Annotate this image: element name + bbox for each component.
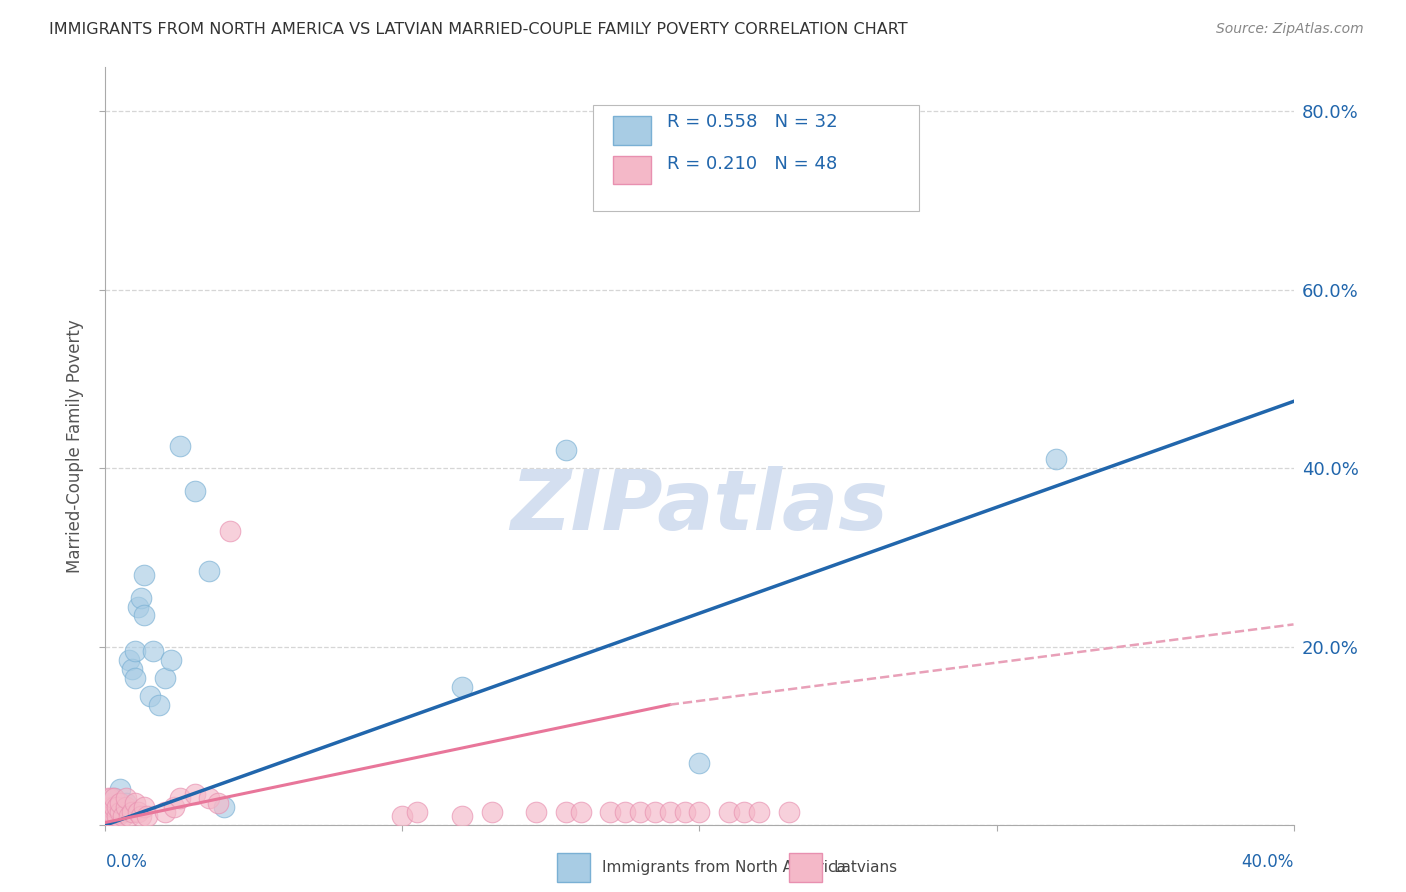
Text: R = 0.558   N = 32: R = 0.558 N = 32 bbox=[668, 113, 838, 131]
Point bbox=[118, 809, 141, 823]
Text: 40.0%: 40.0% bbox=[1241, 853, 1294, 871]
Point bbox=[129, 809, 152, 823]
Point bbox=[132, 608, 155, 623]
Point bbox=[207, 796, 229, 810]
Point bbox=[127, 805, 149, 819]
Text: 0.0%: 0.0% bbox=[105, 853, 148, 871]
Text: R = 0.210   N = 48: R = 0.210 N = 48 bbox=[668, 155, 838, 173]
Point bbox=[129, 591, 152, 605]
Point bbox=[183, 787, 205, 801]
Point bbox=[689, 756, 711, 770]
Point bbox=[406, 805, 429, 819]
Point bbox=[103, 791, 125, 805]
Point bbox=[110, 800, 132, 814]
Point bbox=[169, 791, 191, 805]
Point bbox=[110, 805, 132, 819]
Point bbox=[112, 809, 135, 823]
Point bbox=[450, 680, 472, 694]
Point bbox=[115, 796, 138, 810]
Point bbox=[142, 644, 165, 658]
Point bbox=[673, 805, 696, 819]
Point bbox=[183, 483, 205, 498]
Point bbox=[100, 800, 122, 814]
Point bbox=[97, 814, 120, 828]
Point bbox=[132, 800, 155, 814]
Point bbox=[97, 800, 120, 814]
Point bbox=[554, 443, 576, 458]
Point bbox=[100, 809, 122, 823]
Point bbox=[778, 805, 800, 819]
Point bbox=[100, 800, 122, 814]
Point bbox=[103, 800, 125, 814]
Text: IMMIGRANTS FROM NORTH AMERICA VS LATVIAN MARRIED-COUPLE FAMILY POVERTY CORRELATI: IMMIGRANTS FROM NORTH AMERICA VS LATVIAN… bbox=[49, 22, 908, 37]
Point bbox=[115, 791, 138, 805]
FancyBboxPatch shape bbox=[613, 155, 651, 185]
Point bbox=[718, 805, 741, 819]
Point bbox=[569, 805, 592, 819]
Text: ZIPatlas: ZIPatlas bbox=[510, 467, 889, 547]
Point bbox=[110, 782, 132, 797]
Point bbox=[628, 805, 651, 819]
Point bbox=[198, 791, 221, 805]
Point bbox=[658, 805, 681, 819]
FancyBboxPatch shape bbox=[592, 105, 920, 211]
Point bbox=[112, 805, 135, 819]
Point bbox=[214, 800, 236, 814]
Point bbox=[169, 439, 191, 453]
Point bbox=[524, 805, 547, 819]
Point bbox=[124, 796, 146, 810]
Text: Latvians: Latvians bbox=[834, 860, 898, 875]
Point bbox=[391, 809, 413, 823]
Point bbox=[614, 805, 637, 819]
Point bbox=[748, 805, 770, 819]
Point bbox=[481, 805, 503, 819]
Point bbox=[198, 564, 221, 578]
Point bbox=[97, 791, 120, 805]
Point bbox=[219, 524, 242, 538]
FancyBboxPatch shape bbox=[789, 853, 823, 882]
Point bbox=[689, 805, 711, 819]
Point bbox=[139, 689, 162, 703]
Point bbox=[121, 805, 143, 819]
FancyBboxPatch shape bbox=[613, 116, 651, 145]
Point bbox=[644, 805, 666, 819]
Point bbox=[153, 671, 176, 685]
Point bbox=[127, 599, 149, 614]
Point bbox=[599, 805, 621, 819]
Point bbox=[97, 809, 120, 823]
Point bbox=[100, 814, 122, 828]
Point bbox=[124, 644, 146, 658]
Point bbox=[103, 809, 125, 823]
Point bbox=[105, 800, 128, 814]
Point bbox=[105, 800, 128, 814]
Point bbox=[136, 809, 159, 823]
Point bbox=[103, 791, 125, 805]
Point bbox=[100, 791, 122, 805]
Text: Source: ZipAtlas.com: Source: ZipAtlas.com bbox=[1216, 22, 1364, 37]
Point bbox=[118, 653, 141, 667]
Point bbox=[115, 800, 138, 814]
Point bbox=[132, 568, 155, 582]
Point bbox=[733, 805, 755, 819]
Point bbox=[153, 805, 176, 819]
Point bbox=[554, 805, 576, 819]
Point bbox=[159, 653, 181, 667]
Point bbox=[97, 796, 120, 810]
FancyBboxPatch shape bbox=[557, 853, 591, 882]
Point bbox=[163, 800, 186, 814]
Point bbox=[105, 809, 128, 823]
Y-axis label: Married-Couple Family Poverty: Married-Couple Family Poverty bbox=[66, 319, 84, 573]
Point bbox=[124, 671, 146, 685]
Point bbox=[1045, 452, 1067, 467]
Point bbox=[450, 809, 472, 823]
Text: Immigrants from North America: Immigrants from North America bbox=[602, 860, 846, 875]
Point bbox=[148, 698, 170, 712]
Point bbox=[110, 796, 132, 810]
Point bbox=[121, 662, 143, 676]
Point bbox=[103, 809, 125, 823]
